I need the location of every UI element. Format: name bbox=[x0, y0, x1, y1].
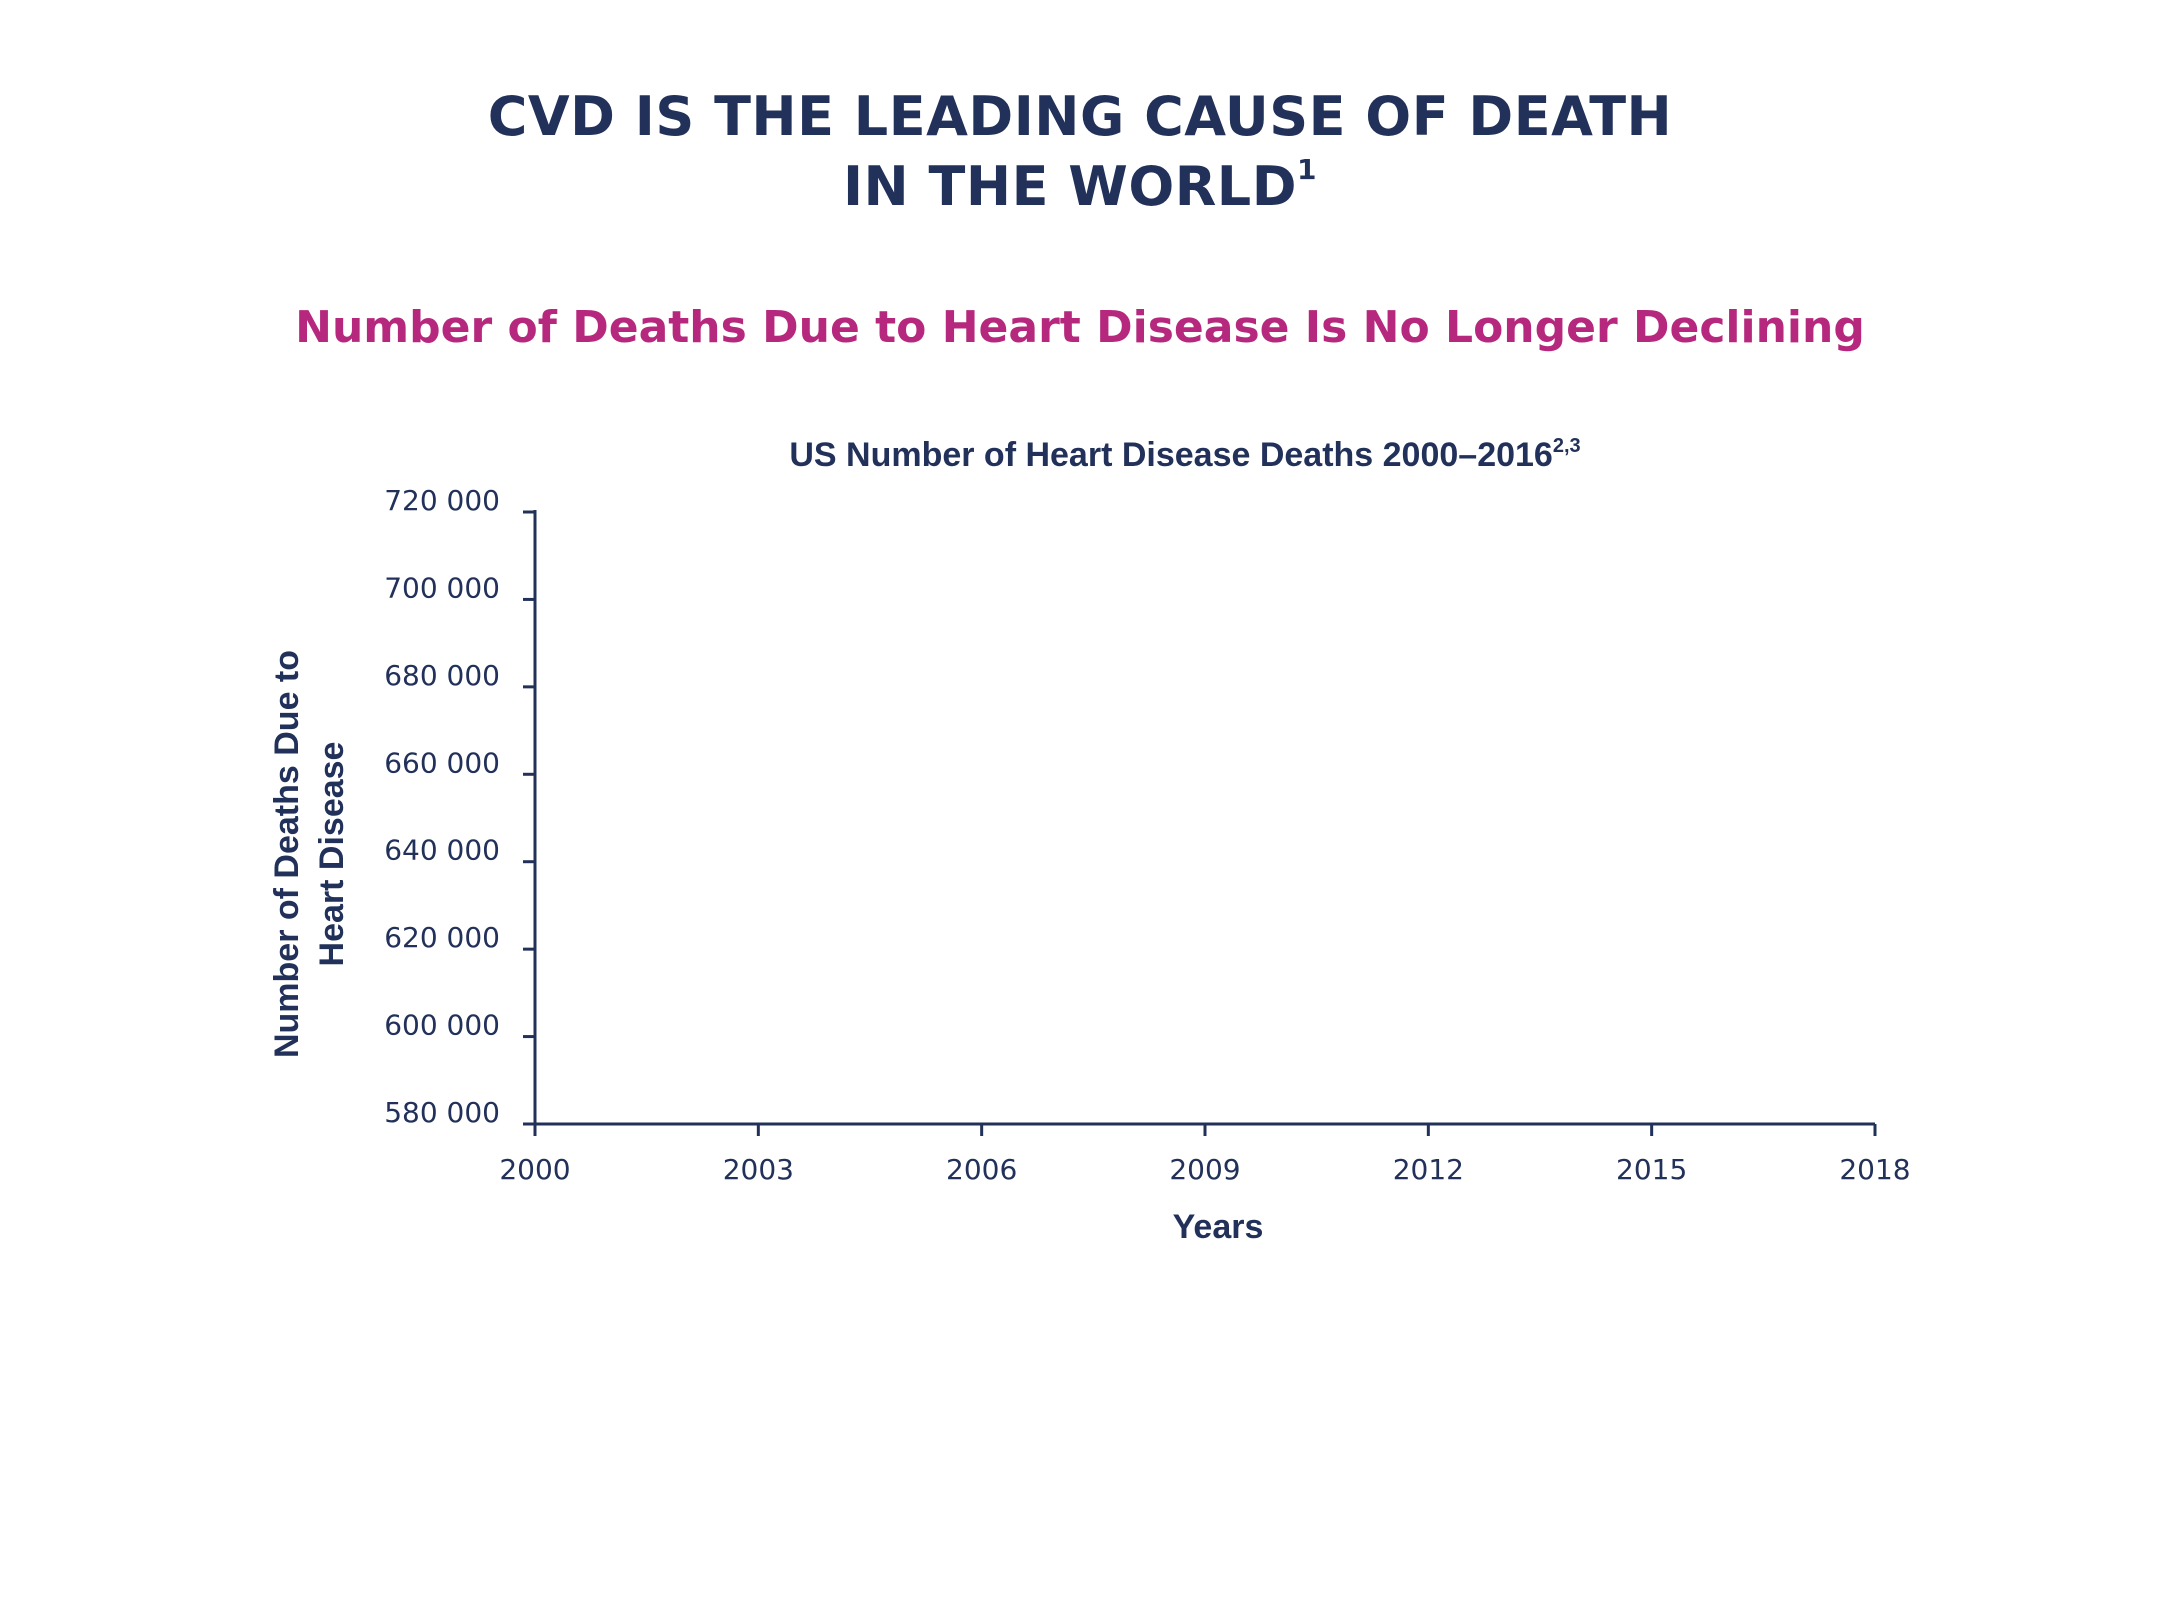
y-tick-label: 580 000 bbox=[384, 1096, 500, 1129]
subhead: Number of Deaths Due to Heart Disease Is… bbox=[295, 302, 1865, 353]
x-tick-label: 2012 bbox=[1393, 1153, 1464, 1186]
y-tick-label: 700 000 bbox=[384, 571, 500, 604]
y-axis-ticks: 580 000 600 000 620 000 640 000 660 000 680 0… bbox=[384, 484, 535, 1129]
x-tick-label: 2000 bbox=[499, 1153, 570, 1186]
y-axis-label-line-1: Number of Deaths Due to bbox=[268, 650, 306, 1058]
y-axis-label-line-2: Heart Disease bbox=[313, 742, 351, 967]
y-tick-label: 680 000 bbox=[384, 659, 500, 692]
x-tick-label: 2003 bbox=[723, 1153, 794, 1186]
x-tick-label: 2018 bbox=[1839, 1153, 1910, 1186]
y-tick-label: 600 000 bbox=[384, 1009, 500, 1042]
chart-title-text: US Number of Heart Disease Deaths 2000–2… bbox=[789, 436, 1553, 474]
y-tick-label: 720 000 bbox=[384, 484, 500, 517]
chart-title: US Number of Heart Disease Deaths 2000–2… bbox=[789, 435, 1580, 474]
x-axis-ticks: 2000 2003 2006 2009 2012 2015 2018 bbox=[499, 1124, 1911, 1186]
y-axis-label: Number of Deaths Due to Heart Disease bbox=[268, 650, 351, 1058]
headline-footnote-ref: 1 bbox=[1297, 153, 1318, 186]
headline-line-2-text: IN THE WORLD bbox=[842, 155, 1298, 218]
headline: CVD IS THE LEADING CAUSE OF DEATH IN THE… bbox=[0, 82, 2160, 222]
y-tick-label: 620 000 bbox=[384, 921, 500, 954]
x-axis-label: Years bbox=[1173, 1208, 1264, 1246]
x-tick-label: 2006 bbox=[946, 1153, 1017, 1186]
x-tick-label: 2015 bbox=[1616, 1153, 1687, 1186]
chart-title-footnote-ref: 2,3 bbox=[1553, 435, 1581, 457]
y-tick-label: 640 000 bbox=[384, 834, 500, 867]
headline-line-2: IN THE WORLD1 bbox=[0, 152, 2160, 222]
y-tick-label: 660 000 bbox=[384, 746, 500, 779]
x-tick-label: 2009 bbox=[1169, 1153, 1240, 1186]
headline-line-1: CVD IS THE LEADING CAUSE OF DEATH bbox=[487, 85, 1673, 148]
